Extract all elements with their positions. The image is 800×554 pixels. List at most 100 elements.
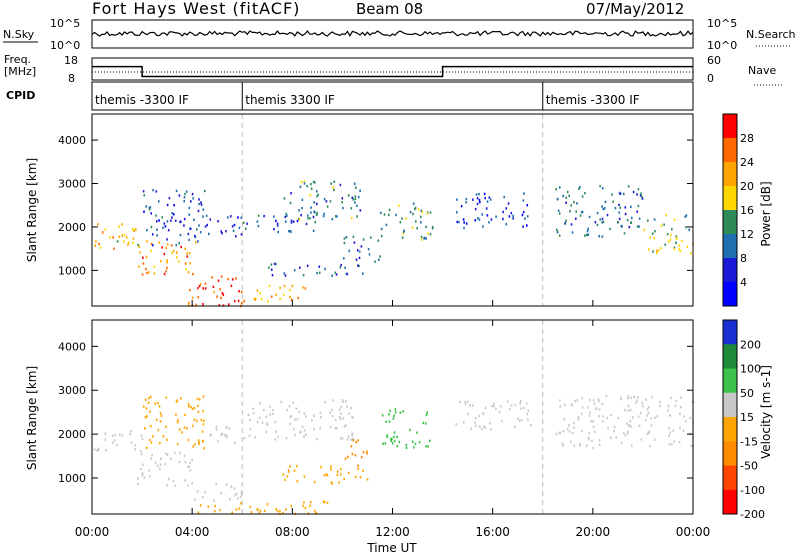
echo-cell	[225, 230, 227, 233]
echo-cell	[501, 419, 503, 423]
echo-cell	[335, 427, 338, 430]
echo-cell	[166, 261, 168, 264]
echo-cell	[370, 236, 372, 239]
echo-cell	[385, 223, 388, 227]
echo-cell	[571, 231, 574, 234]
echo-cell	[312, 229, 315, 232]
echo-cell	[231, 225, 234, 228]
echo-cell	[161, 216, 163, 219]
echo-cell	[632, 190, 635, 194]
echo-cell	[143, 405, 145, 408]
echo-cell	[474, 421, 477, 424]
echo-cell	[568, 430, 571, 433]
colorbar-cell	[723, 186, 737, 211]
echo-cell	[393, 439, 396, 443]
echo-cell	[463, 226, 465, 230]
colorbar-cell	[723, 489, 737, 515]
echo-cell	[426, 212, 429, 215]
echo-cell	[351, 434, 353, 437]
echo-cell	[675, 241, 677, 244]
echo-cell	[343, 241, 346, 245]
echo-cell	[174, 219, 177, 222]
echo-cell	[629, 419, 632, 423]
echo-cell	[199, 282, 202, 286]
echo-cell	[345, 236, 348, 239]
echo-cell	[194, 498, 196, 501]
echo-cell	[243, 437, 246, 440]
echo-cell	[112, 236, 114, 239]
colorbar-tick-label: -50	[740, 460, 758, 473]
echo-cell	[134, 444, 137, 447]
echo-cell	[455, 423, 458, 426]
echo-cell	[581, 406, 584, 409]
echo-cell	[193, 406, 196, 410]
echo-cell	[305, 415, 307, 418]
echo-cell	[465, 197, 468, 201]
echo-cell	[220, 296, 222, 300]
echo-cell	[629, 408, 632, 412]
echo-cell	[113, 247, 115, 250]
echo-cell	[302, 504, 305, 507]
colorbar-tick-label: 50	[740, 387, 754, 400]
echo-cell	[425, 225, 427, 229]
echo-cell	[201, 496, 204, 499]
echo-cell	[359, 189, 361, 192]
velocity-colorbar-label: Velocity [m s-1]	[759, 365, 773, 459]
echo-cell	[676, 236, 678, 240]
colorbar-tick-label: -200	[740, 508, 765, 521]
echo-cell	[673, 248, 676, 251]
echo-cell	[165, 396, 168, 399]
echo-cell	[303, 180, 306, 183]
echo-cell	[217, 440, 219, 443]
echo-cell	[598, 415, 600, 418]
echo-cell	[263, 409, 265, 412]
echo-cell	[647, 411, 650, 415]
echo-cell	[618, 203, 620, 207]
y-tick-label: 3000	[58, 178, 86, 191]
echo-cell	[558, 431, 561, 435]
echo-cell	[630, 425, 632, 428]
echo-cell	[357, 464, 359, 467]
echo-cell	[183, 200, 185, 203]
echo-cell	[146, 271, 148, 275]
echo-cell	[641, 195, 643, 198]
cpid-segment-label: themis -3300 IF	[546, 93, 640, 107]
echo-cell	[669, 238, 672, 241]
echo-cell	[652, 250, 654, 253]
echo-cell	[161, 246, 163, 249]
y-tick-label: 4000	[58, 340, 86, 353]
echo-cell	[476, 202, 479, 206]
echo-cell	[664, 243, 667, 246]
echo-cell	[489, 198, 492, 201]
echo-cell	[336, 215, 338, 218]
echo-cell	[386, 435, 389, 438]
echo-cell	[675, 235, 678, 238]
echo-cell	[238, 290, 240, 293]
echo-cell	[209, 218, 212, 221]
echo-cell	[505, 223, 508, 226]
echo-cell	[667, 409, 669, 412]
echo-cell	[626, 430, 629, 433]
colorbar-tick-label: 8	[740, 252, 747, 265]
colorbar-tick-label: 20	[740, 180, 754, 193]
echo-cell	[340, 412, 342, 415]
echo-cell	[273, 262, 276, 266]
echo-cell	[318, 265, 321, 268]
echo-cell	[254, 436, 256, 439]
echo-cell	[415, 220, 417, 223]
echo-cell	[392, 417, 395, 420]
echo-cell	[416, 431, 418, 434]
echo-cell	[592, 425, 595, 429]
echo-cell	[264, 509, 266, 513]
echo-cell	[323, 474, 326, 477]
echo-cell	[148, 271, 150, 274]
echo-cell	[340, 405, 342, 409]
echo-cell	[418, 441, 421, 444]
echo-cell	[294, 433, 296, 437]
echo-cell	[188, 213, 191, 216]
echo-cell	[470, 427, 472, 430]
echo-cell	[195, 241, 197, 244]
echo-cell	[672, 429, 675, 432]
echo-cell	[192, 424, 194, 428]
echo-cell	[467, 413, 470, 416]
